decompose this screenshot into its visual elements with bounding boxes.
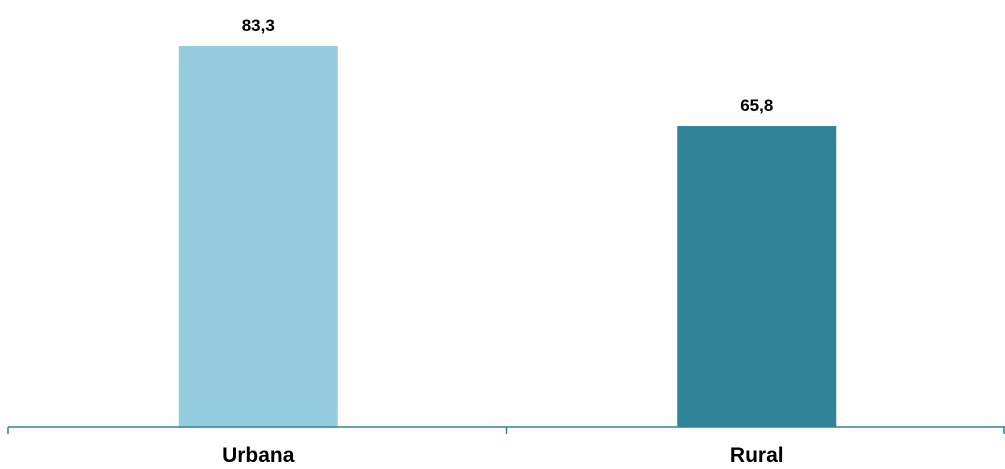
x-axis — [7, 426, 1005, 434]
category-label-rural: Rural — [730, 444, 784, 467]
category-labels-group: Urbana Rural — [222, 444, 784, 467]
category-label-urbana: Urbana — [222, 444, 295, 467]
value-label-urbana: 83,3 — [242, 16, 275, 35]
bar-rural — [677, 126, 837, 427]
x-axis-ticks — [7, 427, 1005, 434]
bar-urbana — [178, 46, 338, 427]
value-label-rural: 65,8 — [740, 96, 773, 115]
value-labels-group: 83,3 65,8 — [242, 16, 774, 115]
bars-group — [178, 46, 837, 427]
